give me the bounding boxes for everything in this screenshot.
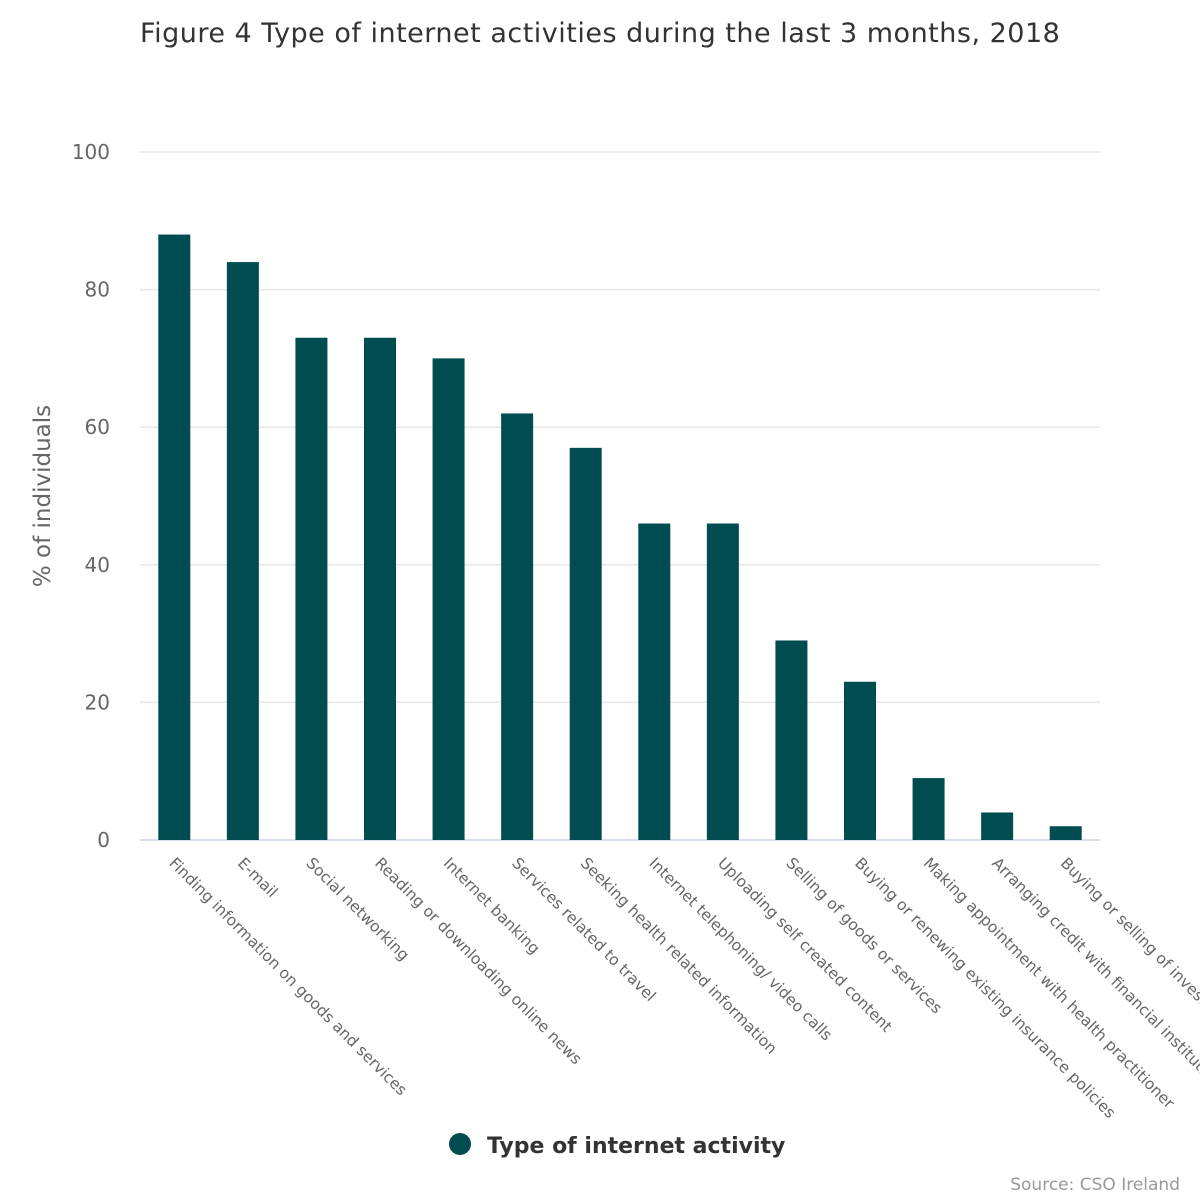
bar[interactable] — [432, 358, 465, 840]
chart-title: Figure 4 Type of internet activities dur… — [140, 18, 1060, 49]
bar[interactable] — [981, 812, 1014, 840]
legend-label: Type of internet activity — [487, 1134, 785, 1159]
x-tick-label: Making appointment with health practitio… — [920, 854, 1179, 1113]
bar[interactable] — [912, 778, 945, 840]
y-tick-label: 0 — [97, 828, 110, 852]
x-tick-label: Finding information on goods and service… — [165, 854, 410, 1099]
y-tick-label: 40 — [85, 553, 110, 577]
bar[interactable] — [158, 234, 191, 840]
y-tick-label: 20 — [85, 690, 110, 714]
bar[interactable] — [295, 337, 328, 840]
grid-lines — [140, 151, 1100, 841]
bar[interactable] — [775, 640, 808, 840]
y-axis-ticks: 0 20 40 60 80 100 — [72, 140, 110, 852]
x-tick-label: Services related to travel — [508, 854, 659, 1005]
y-axis-label: % of individuals — [30, 405, 56, 587]
x-axis-ticks: Finding information on goods and service… — [165, 854, 1200, 1122]
bar[interactable] — [1049, 826, 1082, 840]
legend-marker-icon — [449, 1133, 471, 1155]
bar[interactable] — [638, 523, 671, 840]
y-tick-label: 60 — [85, 415, 110, 439]
bars — [158, 234, 1082, 841]
bar[interactable] — [569, 447, 602, 840]
x-tick-label: E-mail — [234, 854, 281, 901]
bar[interactable] — [501, 413, 534, 840]
y-tick-label: 80 — [85, 278, 110, 302]
y-tick-label: 100 — [72, 140, 110, 164]
source-credit[interactable]: Source: CSO Ireland — [1010, 1175, 1180, 1195]
bar[interactable] — [226, 262, 259, 841]
bar[interactable] — [844, 681, 876, 840]
bar[interactable] — [706, 523, 739, 840]
bar[interactable] — [364, 337, 396, 840]
legend[interactable]: Type of internet activity — [449, 1133, 785, 1159]
x-tick-label: Buying or renewing existing insurance po… — [851, 854, 1119, 1122]
